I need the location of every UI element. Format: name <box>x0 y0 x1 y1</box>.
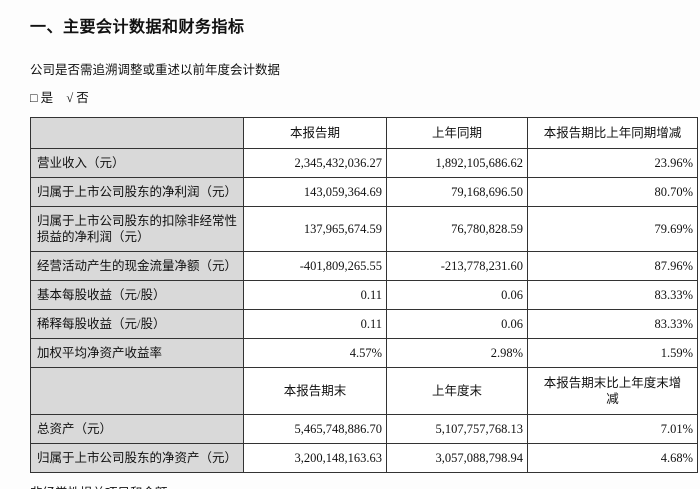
change-cell: 23.96% <box>527 148 698 178</box>
change-cell: 4.68% <box>527 443 698 473</box>
current-period-cell: 4.57% <box>243 338 387 368</box>
row-label-cell: 归属于上市公司股东的净资产（元） <box>30 443 244 473</box>
current-period-cell: 0.11 <box>243 280 387 310</box>
restatement-choice: □ 是 √ 否 <box>30 87 700 106</box>
change-cell: 1.59% <box>527 338 698 368</box>
nonrecurring-title: 非经常性损益项目和金额 <box>30 482 700 489</box>
end-header-change-text: 本报告期末比上年度末增减 <box>543 376 682 406</box>
table-row: 归属于上市公司股东的净资产（元） 3,200,148,163.63 3,057,… <box>30 443 698 473</box>
end-header-current: 本报告期末 <box>243 367 387 415</box>
restatement-option-no: √ 否 <box>66 91 89 105</box>
current-period-cell: 0.11 <box>243 309 387 339</box>
period-header-prior: 上年同期 <box>386 117 528 149</box>
end-header-prior: 上年度末 <box>386 367 528 415</box>
restatement-question: 公司是否需追溯调整或重述以前年度会计数据 <box>30 63 281 77</box>
current-period-cell: 143,059,364.69 <box>243 177 387 207</box>
current-period-cell: -401,809,265.55 <box>243 251 387 281</box>
row-label-cell: 总资产（元） <box>30 414 244 444</box>
current-period-cell: 5,465,748,886.70 <box>243 414 387 444</box>
row-label-cell: 基本每股收益（元/股） <box>30 280 244 310</box>
end-header-change: 本报告期末比上年度末增减 <box>527 367 698 415</box>
prior-period-cell: 1,892,105,686.62 <box>386 148 528 178</box>
period-header-row: 本报告期 上年同期 本报告期比上年同期增减 <box>30 117 698 149</box>
row-label-cell: 加权平均净资产收益率 <box>30 338 244 368</box>
prior-period-cell: 0.06 <box>386 280 528 310</box>
corner-cell <box>30 367 244 415</box>
table-row: 归属于上市公司股东的扣除非经常性损益的净利润（元） 137,965,674.59… <box>30 206 698 252</box>
current-period-cell: 137,965,674.59 <box>243 206 387 252</box>
row-label-cell: 经营活动产生的现金流量净额（元） <box>30 251 244 281</box>
table-row: 加权平均净资产收益率 4.57% 2.98% 1.59% <box>30 338 698 368</box>
row-label-cell: 营业收入（元） <box>30 148 244 178</box>
prior-period-cell: 5,107,757,768.13 <box>386 414 528 444</box>
table-row: 基本每股收益（元/股） 0.11 0.06 83.33% <box>30 280 698 310</box>
change-cell: 83.33% <box>527 280 698 310</box>
section-title: 一、主要会计数据和财务指标 <box>30 19 245 36</box>
table-row: 归属于上市公司股东的净利润（元） 143,059,364.69 79,168,6… <box>30 177 698 207</box>
table-row: 总资产（元） 5,465,748,886.70 5,107,757,768.13… <box>30 414 698 444</box>
prior-period-cell: 79,168,696.50 <box>386 177 528 207</box>
prior-period-cell: 2.98% <box>386 338 528 368</box>
table-row: 营业收入（元） 2,345,432,036.27 1,892,105,686.6… <box>30 148 698 178</box>
prior-period-cell: 0.06 <box>386 309 528 339</box>
financial-indicators-table: 本报告期 上年同期 本报告期比上年同期增减 营业收入（元） 2,345,432,… <box>30 117 698 473</box>
row-label-cell: 归属于上市公司股东的净利润（元） <box>30 177 244 207</box>
current-period-cell: 2,345,432,036.27 <box>243 148 387 178</box>
change-cell: 87.96% <box>527 251 698 281</box>
period-header-current: 本报告期 <box>243 117 387 149</box>
row-label-cell: 归属于上市公司股东的扣除非经常性损益的净利润（元） <box>30 206 244 252</box>
prior-period-cell: 76,780,828.59 <box>386 206 528 252</box>
restatement-option-yes: □ 是 <box>30 91 54 105</box>
change-cell: 79.69% <box>527 206 698 252</box>
period-end-header-row: 本报告期末 上年度末 本报告期末比上年度末增减 <box>30 367 698 415</box>
row-label-cell: 稀释每股收益（元/股） <box>30 309 244 339</box>
change-cell: 80.70% <box>527 177 698 207</box>
change-cell: 7.01% <box>527 414 698 444</box>
change-cell: 83.33% <box>527 309 698 339</box>
table-row: 经营活动产生的现金流量净额（元） -401,809,265.55 -213,77… <box>30 251 698 281</box>
prior-period-cell: -213,778,231.60 <box>386 251 528 281</box>
prior-period-cell: 3,057,088,798.94 <box>386 443 528 473</box>
corner-cell <box>30 117 244 149</box>
current-period-cell: 3,200,148,163.63 <box>243 443 387 473</box>
table-row: 稀释每股收益（元/股） 0.11 0.06 83.33% <box>30 309 698 339</box>
period-header-change: 本报告期比上年同期增减 <box>527 117 698 149</box>
